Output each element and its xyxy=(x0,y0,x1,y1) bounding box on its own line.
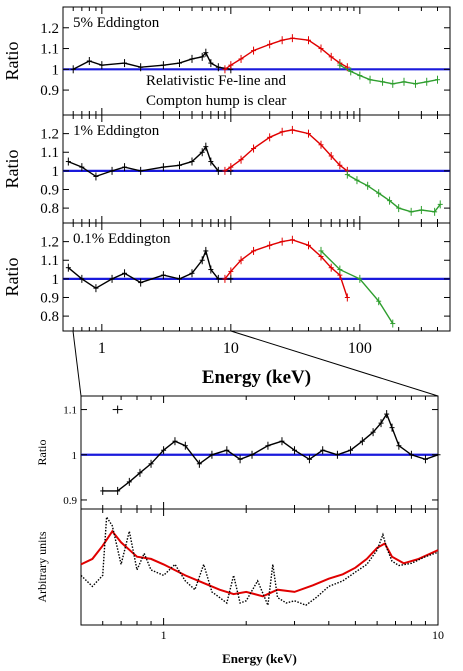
y-tick-label: 1.1 xyxy=(40,253,59,269)
y-tick-label: 0.8 xyxy=(40,309,59,325)
y-tick-label: 0.9 xyxy=(40,182,59,198)
zoom-line-right xyxy=(230,330,439,397)
y-axis-label: Ratio xyxy=(2,42,22,81)
x-tick-label: 10 xyxy=(223,340,239,357)
zoom-line-left xyxy=(72,330,82,397)
series-line-0 xyxy=(68,145,231,178)
panel-annotation: Relativistic Fe-line and xyxy=(146,73,286,89)
series-line-1 xyxy=(224,239,348,298)
y-tick-label: 1.1 xyxy=(63,405,77,417)
y-tick-label: 1.2 xyxy=(40,127,59,143)
series-line-1 xyxy=(224,129,348,172)
panel-top-1: 0.9 1 1.1 1.2 5% Eddington Relativistic Fe-li… xyxy=(2,6,451,116)
panel-title: 5% Eddington xyxy=(73,15,160,31)
y-tick-label: 1.1 xyxy=(40,145,59,161)
y-axis-label: Ratio xyxy=(2,258,22,297)
x-axis-label: Energy (keV) xyxy=(222,651,297,666)
panels: 0.9 1 1.1 1.2 5% Eddington Relativistic Fe-li… xyxy=(2,6,451,666)
series-line-0 xyxy=(72,51,231,70)
panel-top-3: 0.8 0.9 1 1.1 1.2 1 10 100 0.1% Eddington Ratio En… xyxy=(2,222,451,388)
panel-bottom-ratio: 0.9 1 1.1 Ratio xyxy=(35,395,441,510)
panel-title: 1% Eddington xyxy=(73,123,160,139)
axes-frame xyxy=(80,508,439,626)
y-tick-label: 1 xyxy=(52,272,60,288)
x-tick-label: 10 xyxy=(432,628,444,642)
y-tick-label: 1 xyxy=(52,62,60,78)
x-tick-label: 100 xyxy=(348,340,372,357)
y-tick-label: 1 xyxy=(72,450,78,462)
y-tick-label: 1 xyxy=(52,164,60,180)
series-line-1 xyxy=(80,514,439,608)
series-line-2 xyxy=(320,250,394,324)
y-axis-label: Ratio xyxy=(35,440,49,466)
x-tick-label: 1 xyxy=(161,628,167,642)
panel-top-2: 0.8 0.9 1 1.1 1.2 1% Eddington Ratio xyxy=(2,114,451,224)
series-line-0 xyxy=(102,412,439,492)
y-tick-label: 0.9 xyxy=(63,495,77,507)
y-tick-label: 1.2 xyxy=(40,235,59,251)
y-axis-label: Arbitrary units xyxy=(35,531,49,602)
series-line-0 xyxy=(67,248,231,290)
y-tick-label: 0.9 xyxy=(40,83,59,99)
axes-frame xyxy=(62,222,451,332)
axes-frame xyxy=(80,395,439,510)
x-axis-label: Energy (keV) xyxy=(202,367,311,388)
y-axis-label: Ratio xyxy=(2,150,22,189)
x-tick-label: 1 xyxy=(98,340,106,357)
panel-bottom-model: 1 10 Arbitrary units Energy (keV) xyxy=(35,508,444,666)
series-line-2 xyxy=(339,64,438,85)
y-tick-label: 1.2 xyxy=(40,21,59,37)
series-line-2 xyxy=(346,173,441,213)
series-line-1 xyxy=(224,37,348,70)
y-tick-label: 0.9 xyxy=(40,290,59,306)
y-tick-label: 0.8 xyxy=(40,201,59,217)
panel-title: 0.1% Eddington xyxy=(73,231,171,247)
series-line-0 xyxy=(80,529,439,598)
panel-annotation: Compton hump is clear xyxy=(146,93,286,109)
zoom-connectors xyxy=(72,330,439,397)
y-tick-label: 1.1 xyxy=(40,42,59,58)
